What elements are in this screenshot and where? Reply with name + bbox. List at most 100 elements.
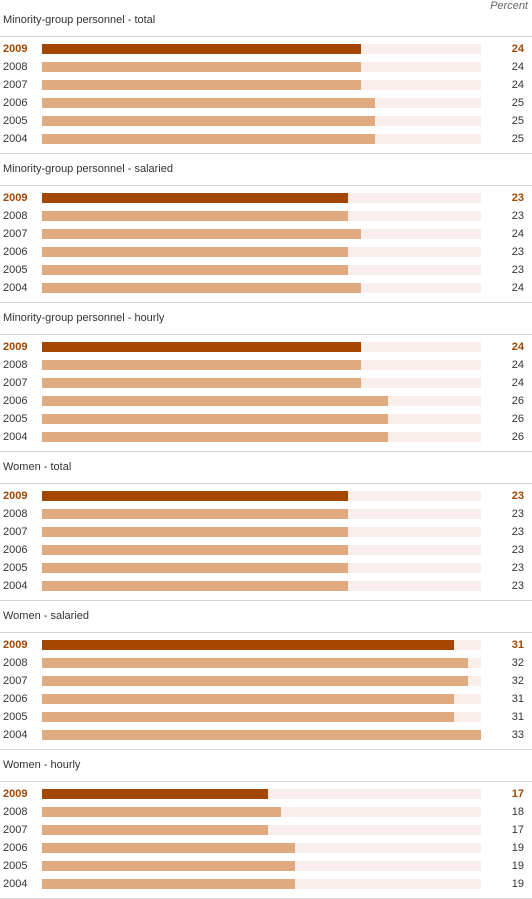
chart-panel: Minority-group personnel - salaried 2009 2… (0, 149, 532, 303)
bar-row: 2009 31 (0, 636, 532, 654)
divider (0, 36, 532, 37)
bar-track (42, 283, 481, 293)
bar-track (42, 134, 481, 144)
bar (42, 491, 348, 501)
chart-panel: Women - hourly 2009 17 2008 18 2007 17 2006 19 20… (0, 745, 532, 899)
chart-title: Women - salaried (3, 610, 89, 622)
bar-track (42, 247, 481, 257)
year-label: 2005 (3, 562, 28, 574)
bar-row: 2007 24 (0, 225, 532, 243)
value-label: 26 (511, 395, 524, 407)
bar-track (42, 432, 481, 442)
divider (0, 302, 532, 303)
bar (42, 342, 361, 352)
bar (42, 545, 348, 555)
bar-track (42, 676, 481, 686)
unit-label: Percent (490, 0, 528, 12)
value-label: 23 (511, 246, 524, 258)
chart-panel: Minority-group personnel - hourly 2009 24 2… (0, 298, 532, 452)
value-label: 25 (511, 97, 524, 109)
bar-row: 2005 31 (0, 708, 532, 726)
bar (42, 98, 375, 108)
chart-title: Minority-group personnel - total (3, 14, 156, 26)
bar-track (42, 229, 481, 239)
bar-row: 2005 26 (0, 410, 532, 428)
bar-row: 2005 25 (0, 112, 532, 130)
bar-track (42, 527, 481, 537)
bar-track (42, 491, 481, 501)
year-label: 2008 (3, 508, 28, 520)
value-label: 19 (511, 860, 524, 872)
bar-track (42, 658, 481, 668)
value-label: 31 (511, 693, 524, 705)
year-label: 2004 (3, 431, 28, 443)
bar-row: 2009 24 (0, 338, 532, 356)
value-label: 26 (511, 431, 524, 443)
year-label: 2009 (3, 192, 28, 204)
value-label: 33 (511, 729, 524, 741)
chart-title: Minority-group personnel - hourly (3, 312, 165, 324)
bar (42, 527, 348, 537)
year-label: 2009 (3, 43, 28, 55)
bar-track (42, 789, 481, 799)
bar-track (42, 581, 481, 591)
bar-row: 2006 23 (0, 541, 532, 559)
year-label: 2004 (3, 878, 28, 890)
divider (0, 451, 532, 452)
bar-row: 2007 24 (0, 374, 532, 392)
year-label: 2004 (3, 133, 28, 145)
bar-track (42, 378, 481, 388)
bar-row: 2004 23 (0, 577, 532, 595)
bar (42, 229, 361, 239)
value-label: 19 (511, 878, 524, 890)
divider (0, 334, 532, 335)
bar-track (42, 879, 481, 889)
bar-row: 2005 19 (0, 857, 532, 875)
divider (0, 153, 532, 154)
value-label: 24 (511, 359, 524, 371)
bar-track (42, 694, 481, 704)
bar (42, 414, 388, 424)
value-label: 31 (511, 711, 524, 723)
bar-track (42, 211, 481, 221)
year-label: 2004 (3, 729, 28, 741)
bar-row: 2009 23 (0, 487, 532, 505)
bar-track (42, 396, 481, 406)
value-label: 25 (511, 115, 524, 127)
value-label: 24 (511, 377, 524, 389)
value-label: 23 (511, 508, 524, 520)
bar-track (42, 80, 481, 90)
bar-row: 2007 32 (0, 672, 532, 690)
bar-track (42, 265, 481, 275)
bar (42, 640, 454, 650)
chart-panel: Minority-group personnel - total 2009 24 20… (0, 0, 532, 154)
chart-panel: Women - salaried 2009 31 2008 32 2007 32 2006 31… (0, 596, 532, 750)
bar-row: 2004 19 (0, 875, 532, 893)
bar-row: 2008 32 (0, 654, 532, 672)
year-label: 2007 (3, 79, 28, 91)
bar (42, 360, 361, 370)
bar (42, 712, 454, 722)
value-label: 24 (511, 79, 524, 91)
bar-row: 2004 33 (0, 726, 532, 744)
value-label: 23 (511, 210, 524, 222)
year-label: 2009 (3, 341, 28, 353)
year-label: 2006 (3, 842, 28, 854)
bar-row: 2004 26 (0, 428, 532, 446)
bar (42, 134, 375, 144)
bar-track (42, 545, 481, 555)
bar-track (42, 843, 481, 853)
year-label: 2006 (3, 544, 28, 556)
bar-row: 2007 24 (0, 76, 532, 94)
value-label: 32 (511, 675, 524, 687)
bar-track (42, 193, 481, 203)
bar-row: 2006 31 (0, 690, 532, 708)
bar-track (42, 825, 481, 835)
year-label: 2004 (3, 282, 28, 294)
chart-title: Minority-group personnel - salaried (3, 163, 173, 175)
bar-track (42, 730, 481, 740)
year-label: 2007 (3, 824, 28, 836)
bar-track (42, 712, 481, 722)
bar (42, 378, 361, 388)
value-label: 23 (511, 490, 524, 502)
